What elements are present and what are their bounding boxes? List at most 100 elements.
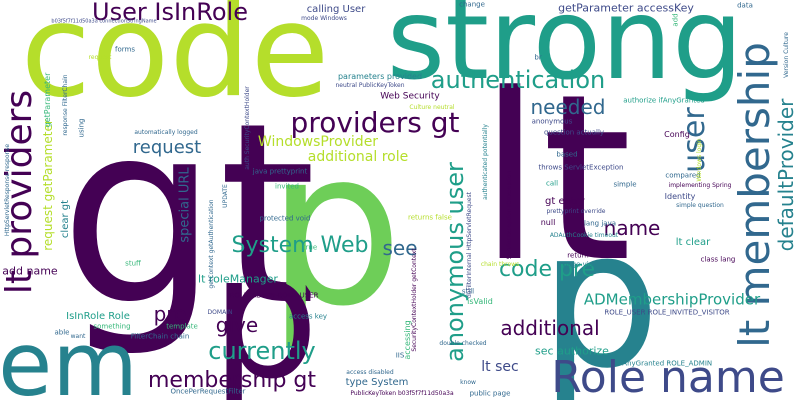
word: IsInRole Role (66, 311, 130, 322)
word: strong (386, 0, 744, 105)
word: response FilterChain (62, 74, 69, 136)
word: compared (665, 171, 701, 180)
word: invited (275, 182, 299, 191)
word: ADAuthCookie timeout (549, 232, 619, 239)
word: ServletException IOException (506, 170, 513, 260)
word: simple question (676, 202, 724, 209)
word: Role name (551, 352, 785, 400)
word: double checked (439, 340, 487, 347)
word: give (215, 313, 259, 337)
word: access key (288, 312, 328, 321)
word: request getParameter (41, 119, 55, 251)
word: stuff (125, 259, 141, 268)
word: ROLE_USER ROLE_INVITED_VISITOR (604, 308, 730, 317)
word: ADMembershipProvider (583, 290, 761, 309)
word: em (0, 313, 138, 400)
word: neutral PublicKeyToken (335, 82, 405, 89)
word: returns false (408, 213, 452, 222)
word: currently (208, 337, 316, 365)
word: Culture neutral (409, 104, 455, 111)
word: code (20, 0, 330, 126)
word: gt (59, 69, 317, 360)
word: parameters provided (337, 72, 423, 81)
word: doFilterInternal HttpServletRequest (466, 192, 473, 298)
word: request (88, 54, 112, 61)
word: page via (562, 260, 594, 269)
word: request (132, 137, 202, 158)
word: mode Windows (301, 15, 347, 22)
word: chain throws (480, 261, 520, 268)
word: public page (469, 389, 511, 398)
word: special URL (177, 167, 193, 243)
word: lt roleManager (198, 272, 278, 286)
word: user (677, 107, 712, 173)
word: automatically logged (134, 129, 198, 136)
word: additional (500, 316, 600, 340)
word: authorize ifAnyGranted (623, 96, 705, 105)
word: FilterChain chain (130, 332, 190, 341)
word: authentication (430, 66, 606, 94)
word: know (460, 379, 476, 386)
word: membership gt (147, 368, 317, 393)
word: clear gt (60, 199, 71, 239)
word: want (70, 333, 86, 340)
word: class lang (700, 255, 736, 264)
word: still (461, 287, 475, 296)
word: b03f5f7f11d50a3a connectionStringName (51, 18, 157, 25)
word: p (266, 102, 404, 354)
word: isValid (467, 297, 493, 306)
word: data (737, 1, 753, 10)
word: based (556, 150, 578, 159)
word: getParameter (43, 72, 52, 128)
word: p (539, 189, 661, 400)
word: code pre (498, 257, 596, 282)
word: User IsInRole (92, 0, 248, 26)
word: needed (530, 95, 606, 119)
word: gt entry (545, 196, 585, 207)
word: return (567, 251, 589, 260)
word: calling User (306, 4, 366, 15)
word: Identity (664, 192, 696, 201)
word: Config (664, 130, 690, 139)
word: forms (115, 45, 135, 54)
word: lt sec (481, 359, 519, 375)
word: auth SecurityContextHolder (244, 86, 251, 170)
word: Web Security (380, 91, 440, 102)
word: type System (345, 377, 409, 388)
word: call (545, 179, 559, 188)
word: implementing Spring (668, 182, 732, 189)
word: add (671, 13, 680, 27)
word: using (77, 118, 86, 138)
word: System Web (231, 233, 369, 258)
word: defaultProvider (774, 98, 798, 252)
word: prettyprint override (546, 208, 606, 215)
word: lt clear (675, 237, 711, 248)
word: lt (477, 46, 633, 313)
word: access disabled (346, 369, 394, 376)
word: name (603, 216, 661, 240)
word: true (302, 243, 318, 252)
word: UPDATE (222, 184, 229, 208)
word: see (382, 236, 418, 260)
word: HttpServletResponse response (4, 143, 11, 237)
word: sec authorize (535, 344, 609, 358)
word: java prettyprint (252, 167, 308, 176)
word: authenticated potentially (482, 124, 489, 200)
word: getParameter accessKey (558, 1, 694, 15)
word: something (93, 322, 131, 331)
word: lang java (583, 219, 617, 228)
word: anonymous user (441, 162, 469, 362)
word: ROLE_ADMIN ROLE_USER (229, 291, 319, 300)
word: add name (2, 264, 58, 278)
word: Version Culture (783, 32, 790, 78)
word: providers gt (290, 106, 460, 139)
word: p (211, 219, 319, 400)
word: IIS (395, 351, 405, 360)
word: able (54, 328, 70, 337)
word: WindowsProvider (257, 134, 379, 150)
word: Windows login (696, 138, 703, 182)
word: PublicKeyToken b03f5f7f11d50a3a (350, 390, 454, 397)
word: getContext getAuthentication (208, 199, 215, 289)
word: anonymous (531, 117, 573, 126)
